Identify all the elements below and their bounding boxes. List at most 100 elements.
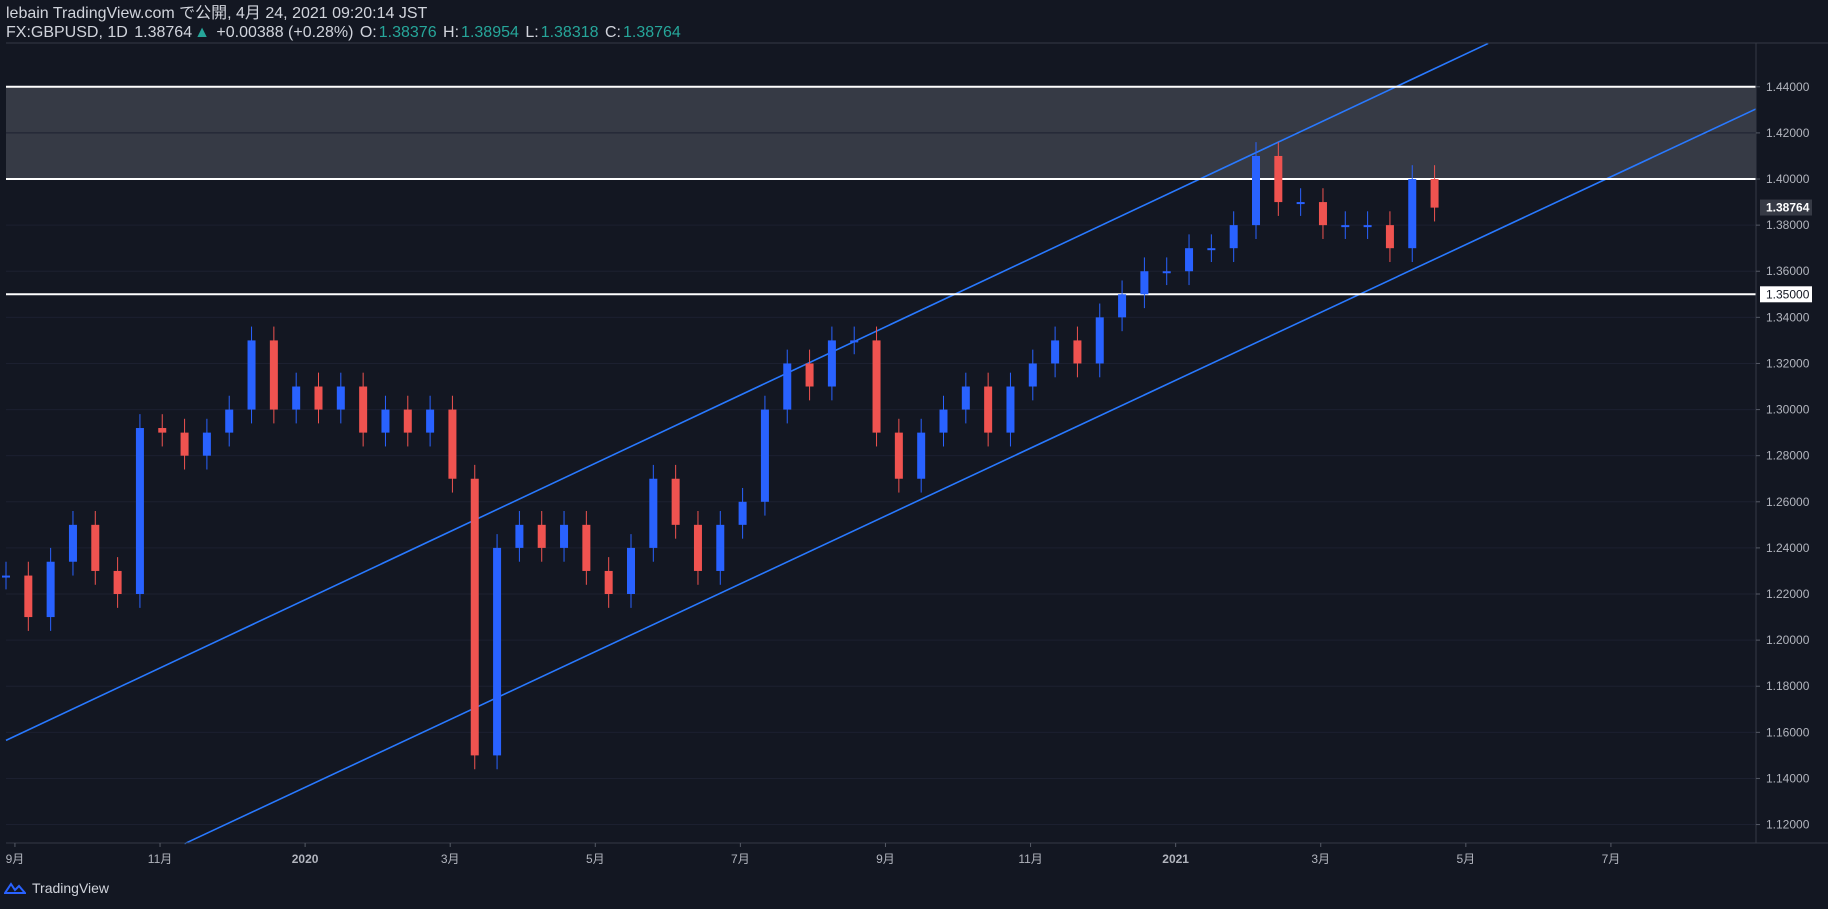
y-tick-label: 1.30000 <box>1766 403 1810 417</box>
candle-body <box>604 570 613 595</box>
x-tick-label: 5月 <box>586 852 605 866</box>
x-tick-label: 9月 <box>6 852 25 866</box>
low-label: L: <box>525 24 539 41</box>
ohlc-line: FX:GBPUSD, 1D 1.38764 ▲ +0.00388 (+0.28%)… <box>6 23 683 42</box>
candle-body <box>894 432 903 479</box>
candle-body <box>24 575 33 618</box>
x-tick-label: 11月 <box>1018 852 1042 866</box>
channel-line-upper <box>5 42 1489 742</box>
candle-body <box>1296 202 1305 205</box>
candle-body <box>1118 294 1127 318</box>
candle-body <box>91 524 100 571</box>
candle-body <box>1341 225 1350 228</box>
candle-body <box>1051 340 1060 364</box>
candle-body <box>2 575 10 578</box>
candle-body <box>247 340 256 410</box>
candle-body <box>827 340 836 387</box>
candle-body <box>202 432 211 456</box>
candle-body <box>1006 386 1015 433</box>
candle-body <box>1252 155 1260 226</box>
candle-body <box>448 409 457 479</box>
candle-body <box>180 432 189 456</box>
candle-body <box>738 501 747 525</box>
candle-body <box>403 409 412 433</box>
x-tick-label: 9月 <box>876 852 895 866</box>
open-value: 1.38376 <box>378 24 437 41</box>
candle-body <box>917 432 926 479</box>
close-value: 1.38764 <box>622 24 681 41</box>
candle-body <box>582 524 591 571</box>
candle-body <box>470 478 479 756</box>
y-tick-label: 1.44000 <box>1766 80 1810 94</box>
symbol-label: FX:GBPUSD, 1D <box>6 24 128 41</box>
x-tick-label: 7月 <box>731 852 750 866</box>
candle-body <box>1385 225 1394 249</box>
publish-line: lebain TradingView.com で公開, 4月 24, 2021 … <box>6 5 428 22</box>
candle-body <box>805 363 814 387</box>
y-tick-label: 1.20000 <box>1766 633 1810 647</box>
y-tick-label: 1.40000 <box>1766 172 1810 186</box>
candle-body <box>359 386 368 433</box>
candle-body <box>314 386 323 410</box>
candles <box>2 142 1439 770</box>
x-tick-label: 2021 <box>1162 852 1189 866</box>
candle-body <box>68 524 77 562</box>
x-tick-label: 2020 <box>292 852 319 866</box>
y-tick-label: 1.34000 <box>1766 310 1810 324</box>
y-tick-label: 1.28000 <box>1766 449 1810 463</box>
level-tag: 1.35000 <box>1766 287 1810 301</box>
candle-body <box>627 547 635 595</box>
y-tick-label: 1.22000 <box>1766 587 1810 601</box>
candle-body <box>693 524 702 571</box>
y-tick-label: 1.32000 <box>1766 356 1810 370</box>
last-price: 1.38764 <box>134 24 193 41</box>
candle-body <box>649 478 658 548</box>
candle-body <box>872 340 881 433</box>
candle-body <box>46 561 55 618</box>
tradingview-logo-icon <box>4 882 26 894</box>
candle-body <box>1185 248 1194 272</box>
y-tick-label: 1.24000 <box>1766 541 1810 555</box>
footer-brand[interactable]: TradingView <box>4 880 109 896</box>
candle-body <box>850 340 859 343</box>
candle-body <box>1140 271 1149 295</box>
candle-body <box>426 409 435 433</box>
price-change: +0.00388 (+0.28%) <box>216 24 354 41</box>
candle-body <box>493 547 502 756</box>
price-tags: 1.38764 1.35000 <box>1760 199 1812 303</box>
channel-lines <box>5 42 1757 845</box>
level-tag-bg <box>1760 286 1812 303</box>
price-axis: 1.44000 1.42000 1.40000 1.38000 1.36000 1.340… <box>1756 80 1810 832</box>
candle-body <box>560 524 569 548</box>
candle-body <box>113 570 122 595</box>
candle-body <box>939 409 948 433</box>
high-value: 1.38954 <box>461 24 519 41</box>
y-tick-label: 1.42000 <box>1766 126 1810 140</box>
channel-line-lower <box>184 108 1757 845</box>
y-tick-label: 1.18000 <box>1766 679 1810 693</box>
candle-body <box>961 386 970 410</box>
brand-label: TradingView <box>32 880 110 896</box>
candle-body <box>1028 363 1037 387</box>
candle-body <box>1207 248 1216 251</box>
high-label: H: <box>443 24 460 41</box>
change-up-icon: ▲ <box>194 24 210 41</box>
candle-body <box>135 428 144 595</box>
x-tick-label: 5月 <box>1456 852 1475 866</box>
y-tick-label: 1.38000 <box>1766 218 1810 232</box>
candle-body <box>225 409 234 433</box>
y-tick-label: 1.16000 <box>1766 725 1810 739</box>
candle-body <box>1430 179 1439 208</box>
candle-body <box>1408 179 1417 249</box>
candle-body <box>515 524 524 548</box>
candle-body <box>269 340 278 410</box>
candle-body <box>1162 271 1171 274</box>
time-axis: 9月 11月 2020 3月 5月 7月 9月 11月 2021 3月 5月 7月 <box>6 843 1620 866</box>
candle-body <box>1363 225 1372 228</box>
open-label: O: <box>359 24 377 41</box>
x-tick-label: 3月 <box>1311 852 1330 866</box>
low-value: 1.38318 <box>540 24 599 41</box>
candle-body <box>1073 340 1082 364</box>
candle-body <box>1095 317 1104 364</box>
